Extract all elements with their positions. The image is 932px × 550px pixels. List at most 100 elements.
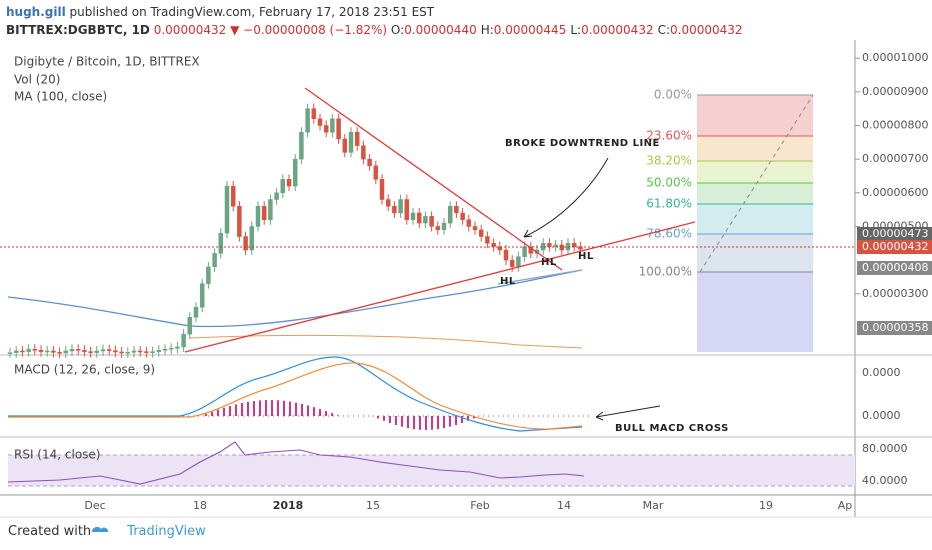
author[interactable]: hugh.gill <box>6 5 66 19</box>
x-tick-label: 18 <box>193 499 207 512</box>
header: hugh.gill published on TradingView.com, … <box>6 3 926 39</box>
candle-body <box>361 145 366 160</box>
candle-body <box>249 226 255 251</box>
candle-body <box>187 317 193 335</box>
candle-body <box>553 244 558 247</box>
price-badge <box>857 261 932 275</box>
candle-body <box>385 199 391 207</box>
y-tick-label: 0.00000500 <box>862 219 928 232</box>
annotation: HL <box>541 257 557 268</box>
fib-band <box>697 136 813 161</box>
annotation: BROKE DOWNTREND LINE <box>505 138 660 149</box>
candle-body <box>392 206 397 214</box>
rsi-tick-label: 80.0000 <box>862 442 908 455</box>
fib-label: 100.00% <box>639 265 692 279</box>
candle-body <box>175 346 180 349</box>
candle-body <box>181 333 186 348</box>
candle-body <box>69 349 75 352</box>
candle-body <box>423 216 428 224</box>
ohlc-key: H: <box>480 23 494 37</box>
candle-body <box>144 351 149 353</box>
downtrend-line <box>304 87 563 271</box>
candle-body <box>317 118 323 126</box>
x-tick-label: Mar <box>643 499 664 512</box>
candle-body <box>237 206 242 237</box>
x-tick-label: Feb <box>470 499 489 512</box>
ohlc: O:0.00000440 H:0.00000445 L:0.00000432 C:0.… <box>391 23 747 37</box>
candle-body <box>460 212 465 220</box>
candle-body <box>447 206 453 224</box>
pane-title: MACD (12, 26, close, 9) <box>14 363 155 377</box>
candle-body <box>478 229 484 237</box>
candle-body <box>305 108 310 133</box>
candle-body <box>311 108 317 120</box>
price-badge-label: 0.00000432 <box>862 240 928 253</box>
candle-body <box>274 192 279 200</box>
candle-body <box>82 350 87 352</box>
macd-tick-label: 0.0000 <box>862 409 901 422</box>
candle-body <box>100 349 106 352</box>
candle-body <box>497 246 503 251</box>
candle-body <box>286 179 292 187</box>
candle-body <box>299 131 304 160</box>
volume-ma-line <box>189 334 583 349</box>
rsi-line <box>7 441 585 485</box>
fib-label: 23.60% <box>646 129 692 143</box>
ohlc-key: O: <box>390 23 405 37</box>
candle-body <box>131 350 137 353</box>
indicator-label: Vol (20) <box>14 73 60 87</box>
candle-body <box>119 351 124 354</box>
brand[interactable]: TradingView <box>127 524 206 539</box>
hl-line <box>497 269 583 285</box>
arrow-head <box>523 229 533 238</box>
candle-body <box>75 349 81 351</box>
pane-title: RSI (14, close) <box>14 448 100 462</box>
price-badge-label: 0.00000408 <box>862 261 928 274</box>
rsi-tick-label: 40.0000 <box>862 474 908 487</box>
candle-body <box>354 131 360 146</box>
rsi-band <box>8 455 855 486</box>
candle-body <box>379 179 385 200</box>
fib-band <box>697 234 813 272</box>
candle-body <box>404 199 410 220</box>
candle-body <box>162 349 168 351</box>
candle-body <box>212 253 217 268</box>
candle-body <box>125 352 131 354</box>
x-tick-label: 19 <box>759 499 773 512</box>
y-tick-label: 0.00000900 <box>862 85 928 98</box>
candle-body <box>571 243 577 247</box>
candles <box>7 103 583 358</box>
candle-body <box>94 350 100 353</box>
annotation: HL <box>578 251 594 262</box>
y-tick-label: 0.00000700 <box>862 152 928 165</box>
candle-body <box>13 350 19 353</box>
candle-body <box>230 185 236 207</box>
price-badge <box>857 227 932 241</box>
candle-body <box>429 216 434 227</box>
candle-body <box>509 259 515 268</box>
fib-band <box>697 204 813 234</box>
x-tick-label: 15 <box>366 499 380 512</box>
header-line: hugh.gill published on TradingView.com, … <box>6 3 926 21</box>
last-price: 0.00000432 <box>153 23 227 37</box>
candle-body <box>516 256 521 268</box>
price-badge-label: 0.00000473 <box>862 227 928 240</box>
tv-logo <box>92 527 109 532</box>
time-axis: Dec 18 2018 15 Feb 14 Mar 19 Ap <box>84 499 852 512</box>
price-badge-label: 0.00000358 <box>862 321 928 334</box>
published: published on TradingView.com, February 1… <box>69 5 435 19</box>
candle-body <box>63 350 69 354</box>
candle-body <box>88 351 93 353</box>
signal-line <box>8 362 583 430</box>
macd-tick-label: 0.0000 <box>862 366 901 379</box>
ma-line <box>7 269 583 328</box>
annotation: HL <box>500 276 516 287</box>
fib-label: 61.80% <box>646 197 692 211</box>
y-tick-label: 0.00000300 <box>862 287 928 300</box>
candle-body <box>137 350 143 353</box>
created-with: Created with <box>8 524 92 539</box>
candle-body <box>224 185 230 234</box>
price-badge <box>857 240 932 254</box>
fib-band <box>697 183 813 204</box>
ohlc-value: 0.00000445 <box>493 23 567 37</box>
